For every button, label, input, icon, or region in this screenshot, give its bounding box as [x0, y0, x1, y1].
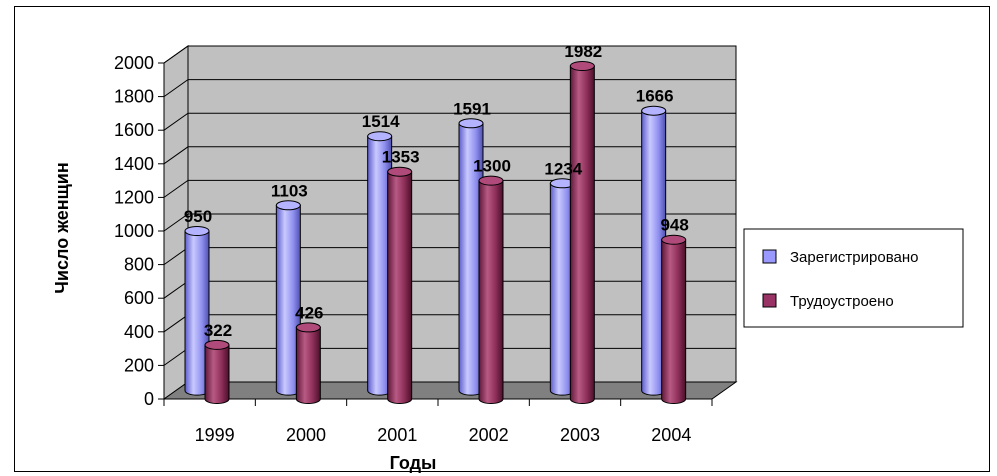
data-label-registered-2004: 1666 [636, 87, 674, 106]
bar-top-employed-2002 [478, 175, 504, 186]
bar-employed-2002 [478, 180, 504, 404]
data-label-employed-2004: 948 [660, 216, 688, 235]
data-label-registered-2001: 1514 [362, 112, 400, 131]
y-tick-label: 800 [124, 255, 154, 275]
data-label-employed-1999: 322 [204, 321, 232, 340]
y-tick-label: 1200 [114, 187, 154, 207]
bar-top-employed-2003 [569, 61, 595, 72]
x-tick-label: 2002 [469, 425, 509, 445]
y-tick-label: 1600 [114, 120, 154, 140]
bar-top-employed-1999 [204, 339, 230, 350]
y-tick-label: 1400 [114, 154, 154, 174]
y-tick-label: 0 [144, 389, 154, 409]
data-label-employed-2000: 426 [295, 303, 323, 322]
data-label-registered-2003: 1234 [544, 159, 582, 178]
data-label-registered-2002: 1591 [453, 99, 491, 118]
y-tick-label: 600 [124, 288, 154, 308]
legend-swatch-registered [762, 249, 777, 264]
data-label-registered-1999: 950 [184, 207, 212, 226]
x-tick-label: 2003 [560, 425, 600, 445]
gridline [163, 79, 736, 98]
legend: Зарегистрировано Трудоустроено [743, 228, 964, 328]
bar-employed-2003 [569, 65, 595, 404]
x-tick-label: 1999 [195, 425, 235, 445]
legend-box [743, 228, 964, 328]
bar-top-registered-1999 [184, 226, 210, 236]
data-labels: 950 1103 1514 1591 1234 1666 322 426 1353 1300 198… [184, 42, 689, 340]
data-label-employed-2001: 1353 [382, 148, 420, 167]
gridline [163, 112, 736, 131]
bar-top-registered-2002 [458, 118, 484, 129]
bar-employed-2004 [661, 239, 687, 404]
x-axis-title: Годы [390, 453, 437, 473]
bar-top-employed-2001 [387, 166, 413, 177]
bar-employed-2001 [387, 171, 413, 404]
y-tick-label: 200 [124, 355, 154, 375]
bar-top-registered-2000 [275, 200, 301, 211]
bar-top-employed-2004 [661, 234, 687, 245]
legend-label-employed: Трудоустроено [790, 293, 894, 310]
bar-top-registered-2001 [367, 131, 393, 142]
y-tick-label: 1800 [114, 87, 154, 107]
axes: 0 200 400 600 800 1000 1200 1400 1600 1800 2000 199… [114, 53, 713, 445]
y-tick-label: 2000 [114, 53, 154, 73]
legend-swatch-employed [762, 293, 777, 308]
data-label-registered-2000: 1103 [271, 181, 308, 200]
data-label-employed-2002: 1300 [473, 157, 511, 176]
bar-employed-1999 [204, 344, 230, 404]
x-tick-label: 2000 [286, 425, 326, 445]
bar-employed-2000 [295, 326, 321, 404]
data-label-employed-2003: 1982 [564, 42, 602, 61]
y-tick-label: 400 [124, 322, 154, 342]
bar-top-employed-2000 [295, 322, 321, 333]
y-tick-label: 1000 [114, 221, 154, 241]
legend-label-registered: Зарегистрировано [790, 249, 918, 266]
x-tick-label: 2001 [377, 425, 417, 445]
gridline [163, 45, 736, 64]
bar-top-registered-2004 [641, 105, 667, 116]
gridline [163, 146, 736, 165]
y-axis-title: Число женщин [52, 162, 72, 293]
bars [184, 61, 687, 404]
x-tick-label: 2004 [651, 425, 691, 445]
